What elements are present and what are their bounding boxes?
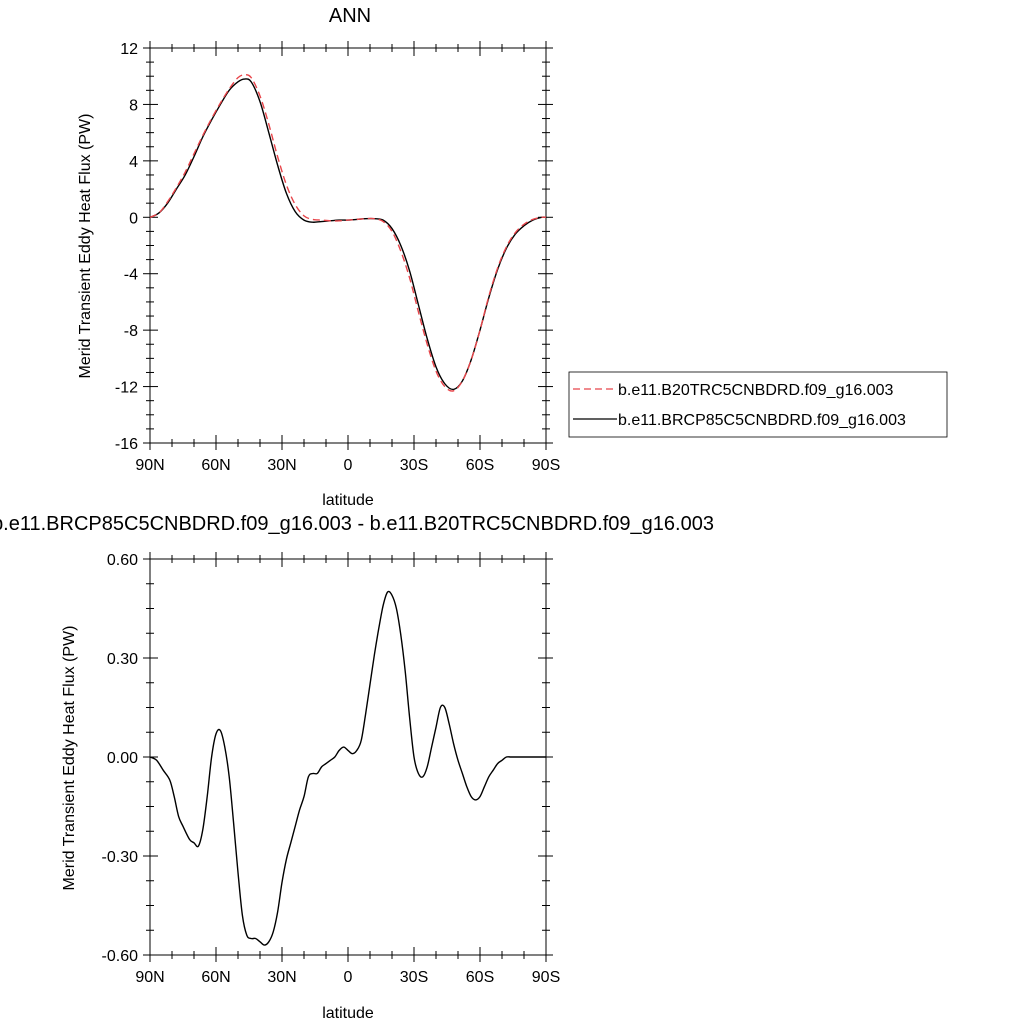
y-tick-label: 0 (129, 210, 138, 227)
chart-2-title: b.e11.BRCP85C5CNBDRD.f09_g16.003 - b.e11… (0, 513, 714, 535)
chart-1-y-tick-labels: 12 8 4 0 -4 -8 -12 -16 (115, 41, 138, 453)
chart-2-y-axis-label: Merid Transient Eddy Heat Flux (PW) (61, 626, 78, 891)
chart-2-x-axis-label: latitude (322, 1005, 374, 1022)
series-line-2 (149, 78, 547, 391)
chart-1-x-tick-labels: 90N 60N 30N 0 30S 60S 90S (135, 457, 560, 474)
x-tick-label: 0 (344, 969, 353, 986)
chart-2-x-tick-labels: 90N 60N 30N 0 30S 60S 90S (135, 969, 560, 986)
chart-1-ticks (143, 41, 553, 450)
y-tick-label: 0.00 (107, 750, 138, 767)
chart-1: ANN 90N 60N 30N 0 30S 60S 90S 12840-4-8-12-16 … (77, 5, 948, 509)
legend-label-series-2: b.e11.BRCP85C5CNBDRD.f09_g16.003 (618, 412, 906, 429)
legend-box (568, 371, 948, 438)
x-tick-label: 60N (201, 969, 230, 986)
chart-1-legend: b.e11.B20TRC5CNBDRD.f09_g16.003 b.e11.BR… (568, 371, 948, 438)
x-tick-label: 60S (466, 969, 494, 986)
series-line-1 (149, 590, 546, 946)
chart-1-y-axis-label: Merid Transient Eddy Heat Flux (PW) (77, 114, 94, 379)
y-tick-label: 0.30 (107, 651, 138, 668)
x-tick-label: 90N (135, 969, 164, 986)
x-tick-label: 60N (201, 457, 230, 474)
x-tick-label: 90N (135, 457, 164, 474)
y-tick-label: 4 (129, 154, 138, 171)
chart-1-plot-frame (149, 47, 547, 444)
x-tick-label: 30N (267, 969, 296, 986)
chart-2: b.e11.BRCP85C5CNBDRD.f09_g16.003 - b.e11… (0, 513, 714, 1022)
chart-2-ticks (143, 552, 553, 962)
y-tick-label: 8 (129, 97, 138, 114)
y-tick-label: -16 (115, 436, 138, 453)
x-tick-label: 90S (532, 969, 560, 986)
x-tick-label: 30S (400, 969, 428, 986)
chart-1-series (149, 74, 547, 392)
y-tick-label: -8 (124, 323, 138, 340)
chart-1-title: ANN (329, 5, 371, 27)
chart-2-series (149, 590, 546, 946)
y-tick-label: -4 (124, 267, 138, 284)
y-tick-label: -0.60 (102, 948, 139, 965)
y-tick-label: 0.60 (107, 552, 138, 569)
x-tick-label: 0 (344, 457, 353, 474)
legend-label-series-1: b.e11.B20TRC5CNBDRD.f09_g16.003 (618, 382, 894, 399)
x-tick-label: 30N (267, 457, 296, 474)
y-tick-label: -12 (115, 380, 138, 397)
y-tick-label: 12 (120, 41, 138, 58)
x-tick-label: 30S (400, 457, 428, 474)
x-tick-label: 60S (466, 457, 494, 474)
chart-2-y-tick-labels: 0.60 0.30 0.00 -0.30 -0.60 (102, 552, 139, 965)
chart-2-plot-frame (149, 558, 547, 956)
chart-1-x-axis-label: latitude (322, 492, 374, 509)
series-line-1 (149, 74, 547, 392)
x-tick-label: 90S (532, 457, 560, 474)
y-tick-label: -0.30 (102, 849, 139, 866)
